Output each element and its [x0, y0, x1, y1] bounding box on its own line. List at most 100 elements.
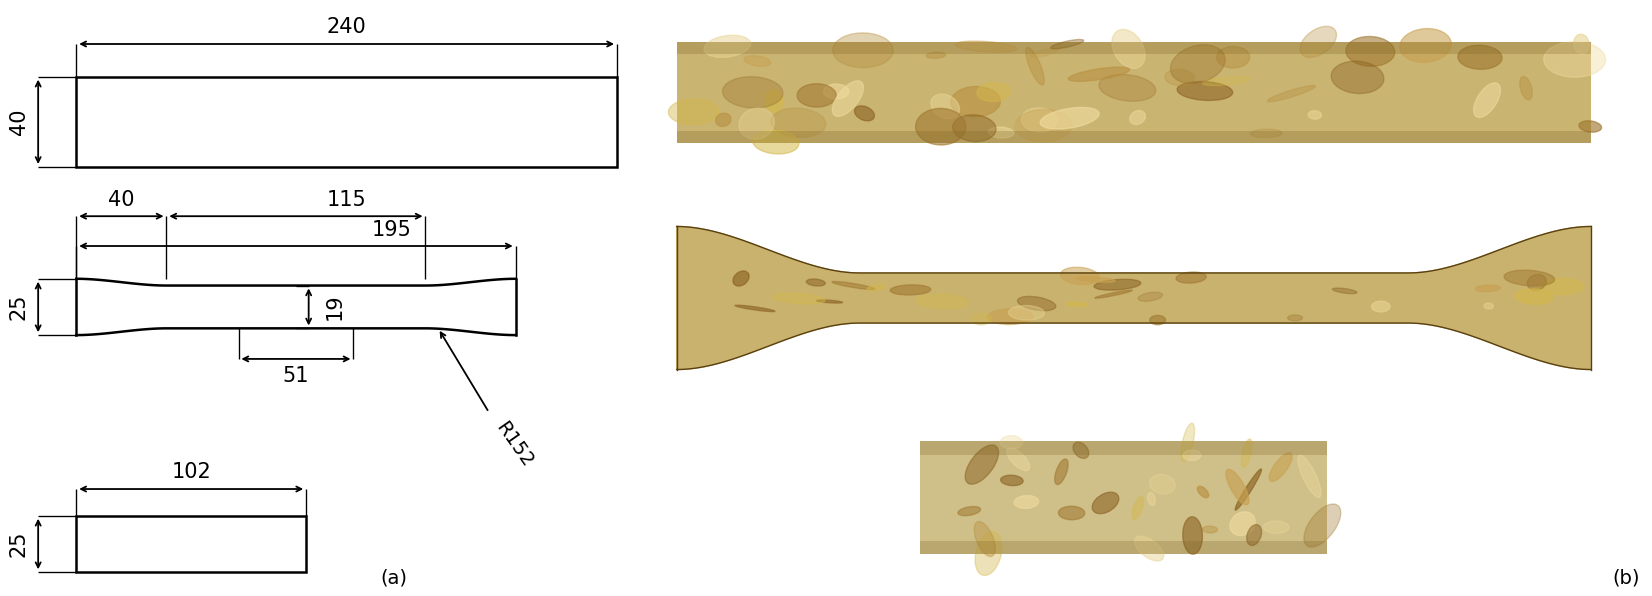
Ellipse shape [1178, 82, 1232, 101]
Ellipse shape [1474, 83, 1500, 117]
Ellipse shape [1300, 26, 1336, 57]
Ellipse shape [1503, 270, 1555, 286]
Ellipse shape [722, 77, 783, 108]
Ellipse shape [1095, 290, 1132, 298]
Ellipse shape [1333, 288, 1356, 294]
Ellipse shape [1183, 450, 1201, 461]
Ellipse shape [1066, 302, 1087, 306]
Bar [677, 42, 1591, 143]
Ellipse shape [854, 106, 874, 121]
Ellipse shape [1308, 111, 1322, 119]
Ellipse shape [1041, 107, 1099, 129]
Ellipse shape [704, 35, 750, 57]
Ellipse shape [833, 81, 864, 116]
Ellipse shape [1538, 278, 1584, 295]
Ellipse shape [1241, 439, 1252, 467]
Ellipse shape [955, 41, 1018, 52]
Ellipse shape [1148, 492, 1155, 505]
Ellipse shape [1483, 303, 1493, 309]
Ellipse shape [1051, 39, 1084, 49]
Ellipse shape [1135, 536, 1163, 561]
Text: 40: 40 [107, 190, 134, 210]
Ellipse shape [975, 522, 995, 557]
Ellipse shape [1132, 496, 1143, 520]
Text: 19: 19 [324, 294, 345, 320]
Ellipse shape [1183, 517, 1203, 554]
Ellipse shape [1181, 423, 1194, 462]
Ellipse shape [1094, 280, 1142, 290]
Ellipse shape [1092, 492, 1118, 514]
Ellipse shape [1543, 42, 1606, 77]
Polygon shape [677, 226, 1591, 370]
Bar [920, 541, 1327, 554]
Ellipse shape [1031, 48, 1059, 57]
Ellipse shape [1021, 108, 1057, 132]
Ellipse shape [952, 86, 1001, 117]
Ellipse shape [1074, 442, 1089, 458]
Ellipse shape [1457, 45, 1502, 69]
Ellipse shape [1014, 110, 1072, 142]
Ellipse shape [1203, 526, 1218, 533]
Text: 102: 102 [172, 462, 211, 482]
Ellipse shape [1138, 292, 1163, 302]
Ellipse shape [1528, 274, 1546, 290]
Ellipse shape [798, 84, 836, 107]
Ellipse shape [915, 108, 966, 145]
Bar [920, 441, 1327, 455]
Ellipse shape [915, 294, 968, 309]
Text: (b): (b) [1612, 568, 1640, 587]
Ellipse shape [1150, 474, 1175, 494]
Ellipse shape [1069, 67, 1130, 81]
Ellipse shape [738, 108, 775, 139]
Ellipse shape [1303, 504, 1341, 547]
Ellipse shape [669, 99, 719, 125]
Ellipse shape [953, 115, 996, 142]
Ellipse shape [1515, 289, 1553, 304]
Ellipse shape [773, 293, 824, 304]
Ellipse shape [833, 281, 874, 290]
Ellipse shape [1399, 29, 1452, 63]
Text: 40: 40 [8, 108, 28, 135]
Text: (a): (a) [382, 568, 408, 587]
Ellipse shape [1061, 267, 1100, 285]
Text: 25: 25 [8, 294, 28, 320]
Ellipse shape [1264, 521, 1289, 533]
Ellipse shape [765, 89, 783, 113]
Ellipse shape [1229, 512, 1256, 536]
Ellipse shape [930, 94, 960, 119]
Ellipse shape [1112, 29, 1145, 69]
Ellipse shape [833, 33, 894, 68]
Ellipse shape [1226, 469, 1249, 505]
Ellipse shape [823, 84, 849, 99]
Ellipse shape [743, 55, 771, 66]
Ellipse shape [816, 300, 843, 303]
Text: R152: R152 [492, 418, 537, 471]
Ellipse shape [1014, 495, 1039, 508]
Ellipse shape [965, 445, 998, 484]
Ellipse shape [1574, 34, 1589, 54]
Ellipse shape [1165, 69, 1194, 86]
Ellipse shape [958, 507, 981, 516]
Ellipse shape [1236, 469, 1262, 510]
Ellipse shape [1075, 277, 1115, 283]
Ellipse shape [1203, 77, 1249, 86]
Ellipse shape [753, 130, 800, 154]
Bar [677, 42, 1591, 54]
Ellipse shape [1099, 74, 1156, 101]
Text: 195: 195 [372, 220, 411, 240]
Ellipse shape [1475, 285, 1500, 291]
Ellipse shape [867, 284, 885, 291]
Ellipse shape [976, 83, 1011, 101]
Ellipse shape [1009, 306, 1044, 320]
Ellipse shape [1267, 85, 1315, 102]
Ellipse shape [1251, 129, 1282, 138]
Ellipse shape [999, 436, 1023, 449]
Text: 115: 115 [327, 190, 367, 210]
Ellipse shape [1247, 524, 1262, 545]
Bar [920, 441, 1327, 554]
Ellipse shape [715, 113, 730, 126]
Ellipse shape [1579, 121, 1601, 132]
Ellipse shape [1346, 36, 1394, 66]
Ellipse shape [975, 532, 1003, 576]
Ellipse shape [1520, 76, 1533, 100]
